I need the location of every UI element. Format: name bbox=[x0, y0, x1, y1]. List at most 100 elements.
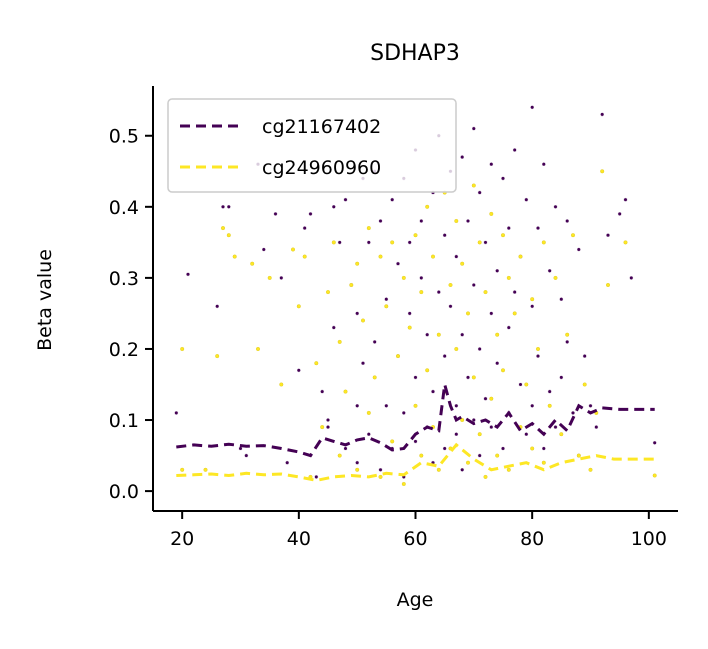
scatter-point-series-2 bbox=[553, 275, 558, 280]
scatter-point-series-1 bbox=[454, 254, 459, 259]
scatter-point-series-1 bbox=[506, 226, 511, 231]
scatter-point-series-2 bbox=[471, 375, 476, 380]
scatter-point-series-2 bbox=[366, 410, 371, 415]
scatter-point-series-1 bbox=[396, 261, 401, 266]
scatter-point-series-1 bbox=[273, 211, 278, 216]
scatter-point-series-1 bbox=[471, 283, 476, 288]
scatter-point-series-2 bbox=[279, 382, 284, 387]
scatter-point-series-1 bbox=[361, 361, 366, 366]
scatter-point-series-2 bbox=[477, 240, 482, 245]
scatter-point-series-1 bbox=[442, 446, 447, 451]
scatter-point-series-1 bbox=[501, 176, 506, 181]
scatter-point-series-2 bbox=[489, 211, 494, 216]
scatter-point-series-1 bbox=[547, 268, 552, 273]
scatter-point-series-1 bbox=[185, 272, 190, 277]
scatter-point-series-1 bbox=[384, 403, 389, 408]
scatter-point-series-1 bbox=[466, 218, 471, 223]
scatter-point-series-2 bbox=[477, 432, 482, 437]
x-tick-label: 40 bbox=[287, 528, 311, 550]
scatter-point-series-2 bbox=[384, 304, 389, 309]
scatter-point-series-1 bbox=[419, 275, 424, 280]
scatter-point-series-2 bbox=[506, 275, 511, 280]
scatter-point-series-2 bbox=[576, 453, 581, 458]
scatter-point-series-1 bbox=[355, 403, 360, 408]
scatter-point-series-1 bbox=[419, 218, 424, 223]
scatter-point-series-1 bbox=[215, 304, 220, 309]
scatter-point-series-1 bbox=[471, 418, 476, 423]
scatter-point-series-2 bbox=[232, 254, 237, 259]
x-tick-label: 80 bbox=[520, 528, 544, 550]
scatter-point-series-1 bbox=[483, 396, 488, 401]
scatter-point-series-2 bbox=[530, 297, 535, 302]
scatter-point-series-2 bbox=[215, 354, 220, 359]
scatter-point-series-2 bbox=[436, 332, 441, 337]
chart-title: SDHAP3 bbox=[370, 41, 460, 66]
scatter-point-series-1 bbox=[518, 382, 523, 387]
y-tick-label: 0.3 bbox=[109, 268, 139, 290]
scatter-point-series-1 bbox=[477, 190, 482, 195]
scatter-point-series-1 bbox=[565, 339, 570, 344]
scatter-point-series-1 bbox=[530, 403, 535, 408]
scatter-point-series-1 bbox=[337, 240, 342, 245]
scatter-point-series-2 bbox=[355, 261, 360, 266]
x-tick-label: 20 bbox=[170, 528, 194, 550]
scatter-point-series-1 bbox=[466, 375, 471, 380]
scatter-point-series-2 bbox=[431, 254, 436, 259]
scatter-point-series-1 bbox=[244, 453, 249, 458]
scatter-point-series-2 bbox=[600, 169, 605, 174]
scatter-point-series-2 bbox=[541, 240, 546, 245]
scatter-point-series-1 bbox=[652, 440, 657, 445]
y-tick-label: 0.5 bbox=[109, 126, 139, 148]
legend-label-series-2: cg24960960 bbox=[262, 157, 381, 179]
scatter-point-series-1 bbox=[489, 425, 494, 430]
scatter-point-series-1 bbox=[617, 211, 622, 216]
scatter-point-series-2 bbox=[606, 283, 611, 288]
scatter-point-series-1 bbox=[326, 418, 331, 423]
x-ticks: 20 40 60 80 100 bbox=[170, 511, 667, 550]
scatter-point-series-1 bbox=[407, 311, 412, 316]
scatter-point-series-1 bbox=[226, 204, 231, 209]
scatter-point-series-2 bbox=[565, 332, 570, 337]
scatter-point-series-2 bbox=[291, 247, 296, 252]
scatter-point-series-1 bbox=[331, 325, 336, 330]
scatter-point-series-1 bbox=[448, 304, 453, 309]
scatter-point-series-2 bbox=[296, 304, 301, 309]
scatter-point-series-2 bbox=[390, 439, 395, 444]
scatter-point-series-2 bbox=[495, 332, 500, 337]
scatter-point-series-2 bbox=[512, 311, 517, 316]
scatter-point-series-2 bbox=[530, 446, 535, 451]
scatter-point-series-1 bbox=[512, 290, 517, 295]
scatter-point-series-1 bbox=[372, 339, 377, 344]
scatter-point-series-1 bbox=[390, 197, 395, 202]
scatter-point-series-1 bbox=[530, 105, 535, 110]
scatter-point-series-1 bbox=[559, 297, 564, 302]
scatter-point-series-2 bbox=[489, 396, 494, 401]
scatter-point-series-2 bbox=[483, 474, 488, 479]
scatter-point-series-1 bbox=[553, 204, 558, 209]
scatter-point-series-1 bbox=[460, 155, 465, 160]
scatter-point-series-1 bbox=[320, 389, 325, 394]
scatter-point-series-1 bbox=[606, 233, 611, 238]
scatter-point-series-2 bbox=[366, 226, 371, 231]
legend: cg21167402 cg24960960 bbox=[167, 98, 457, 193]
scatter-point-series-2 bbox=[588, 467, 593, 472]
scatter-point-series-1 bbox=[296, 368, 301, 373]
scatter-point-series-1 bbox=[460, 467, 465, 472]
scatter-point-series-1 bbox=[629, 275, 634, 280]
scatter-point-series-1 bbox=[174, 410, 179, 415]
scatter-point-series-1 bbox=[331, 204, 336, 209]
scatter-point-series-2 bbox=[256, 347, 261, 352]
scatter-point-series-1 bbox=[436, 290, 441, 295]
scatter-point-series-2 bbox=[425, 204, 430, 209]
scatter-point-series-1 bbox=[495, 268, 500, 273]
scatter-point-series-2 bbox=[226, 233, 231, 238]
scatter-point-series-2 bbox=[302, 254, 307, 259]
scatter-point-series-1 bbox=[541, 446, 546, 451]
scatter-point-series-1 bbox=[442, 354, 447, 359]
scatter-point-series-1 bbox=[506, 325, 511, 330]
scatter-point-series-1 bbox=[536, 226, 541, 231]
scatter-point-series-1 bbox=[343, 197, 348, 202]
scatter-point-series-2 bbox=[419, 290, 424, 295]
scatter-point-series-2 bbox=[390, 240, 395, 245]
scatter-point-series-1 bbox=[530, 304, 535, 309]
